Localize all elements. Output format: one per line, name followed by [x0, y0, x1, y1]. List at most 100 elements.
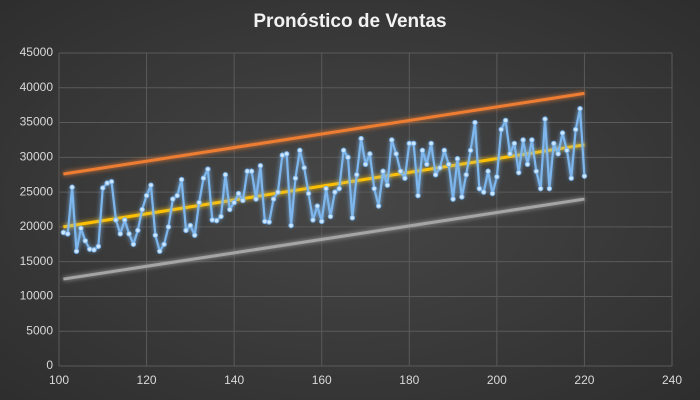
data-point: [406, 140, 412, 147]
data-point: [375, 203, 382, 209]
data-point: [529, 137, 535, 143]
data-point: [340, 147, 347, 154]
x-tick-label: 120: [137, 373, 157, 387]
data-point: [213, 217, 220, 224]
data-point: [445, 161, 452, 167]
data-point: [389, 137, 395, 143]
data-point: [358, 135, 364, 142]
data-point: [454, 156, 461, 162]
data-point: [432, 172, 439, 178]
data-point: [314, 203, 321, 209]
data-point: [345, 154, 351, 161]
data-point: [336, 185, 342, 192]
data-point: [481, 189, 487, 195]
data-point: [476, 185, 483, 192]
data-point: [349, 215, 356, 221]
data-point: [323, 185, 329, 192]
data-point: [472, 119, 478, 126]
data-point: [393, 151, 399, 157]
data-point: [244, 168, 250, 174]
series-line: [63, 197, 585, 281]
data-point: [117, 231, 124, 237]
y-tick-label: 40000: [20, 80, 54, 94]
data-point: [283, 151, 290, 157]
data-point: [170, 196, 176, 202]
data-point: [485, 168, 491, 174]
data-point: [60, 229, 67, 236]
x-tick-label: 240: [662, 373, 682, 387]
data-point: [196, 199, 202, 206]
data-point: [227, 206, 233, 213]
data-point: [275, 189, 281, 195]
data-point: [424, 161, 430, 167]
data-point: [270, 196, 277, 202]
data-point: [292, 175, 299, 181]
data-point: [218, 213, 224, 220]
data-point: [178, 176, 185, 183]
series-line: [63, 91, 585, 176]
data-point: [507, 151, 513, 157]
y-tick-label: 5000: [26, 323, 53, 337]
x-tick-label: 200: [487, 373, 507, 387]
data-point: [467, 147, 474, 154]
data-point: [520, 137, 526, 143]
data-point: [209, 217, 215, 223]
chart-title: Pronóstico de Ventas: [253, 11, 446, 32]
data-point: [148, 182, 154, 188]
data-point: [537, 185, 544, 192]
data-point: [332, 189, 338, 195]
data-point: [384, 182, 391, 188]
x-tick-label: 160: [312, 373, 332, 387]
data-point: [367, 151, 373, 157]
data-point: [86, 246, 93, 252]
data-point: [551, 140, 557, 147]
data-point: [205, 166, 211, 172]
data-point: [157, 248, 163, 254]
data-point: [542, 116, 548, 122]
data-point: [397, 168, 404, 174]
data-point: [288, 222, 294, 229]
y-tick-label: 10000: [20, 289, 54, 303]
data-point: [564, 147, 570, 154]
data-point: [121, 217, 128, 223]
data-point: [100, 185, 106, 191]
data-point: [253, 196, 259, 202]
y-tick-label: 20000: [20, 219, 54, 233]
y-tick-label: 45000: [20, 45, 54, 59]
data-point: [104, 180, 110, 186]
data-point: [235, 190, 242, 197]
data-point: [174, 192, 180, 199]
data-point: [494, 174, 500, 180]
data-point: [95, 243, 102, 250]
data-point: [428, 140, 434, 147]
data-point: [305, 190, 312, 197]
data-point: [572, 126, 579, 133]
data-point: [262, 218, 268, 225]
x-tick-label: 100: [49, 373, 69, 387]
data-point: [450, 196, 456, 202]
data-point: [297, 147, 303, 154]
data-point: [371, 185, 377, 192]
data-point: [301, 165, 307, 171]
data-point: [502, 117, 509, 124]
x-tick-label: 140: [224, 373, 244, 387]
data-point: [187, 222, 194, 229]
data-point: [354, 172, 360, 178]
data-point: [511, 140, 518, 147]
data-point: [65, 231, 71, 237]
data-point: [257, 162, 264, 169]
data-point: [192, 232, 198, 238]
data-point: [559, 130, 566, 136]
data-point: [266, 219, 272, 225]
data-point: [463, 172, 469, 178]
data-point: [69, 184, 75, 190]
data-point: [362, 161, 369, 167]
data-point: [78, 225, 84, 231]
data-point: [161, 241, 167, 247]
data-point: [419, 147, 426, 154]
data-point: [410, 140, 417, 147]
data-point: [402, 175, 408, 181]
data-point: [152, 232, 159, 238]
data-point: [279, 152, 286, 158]
